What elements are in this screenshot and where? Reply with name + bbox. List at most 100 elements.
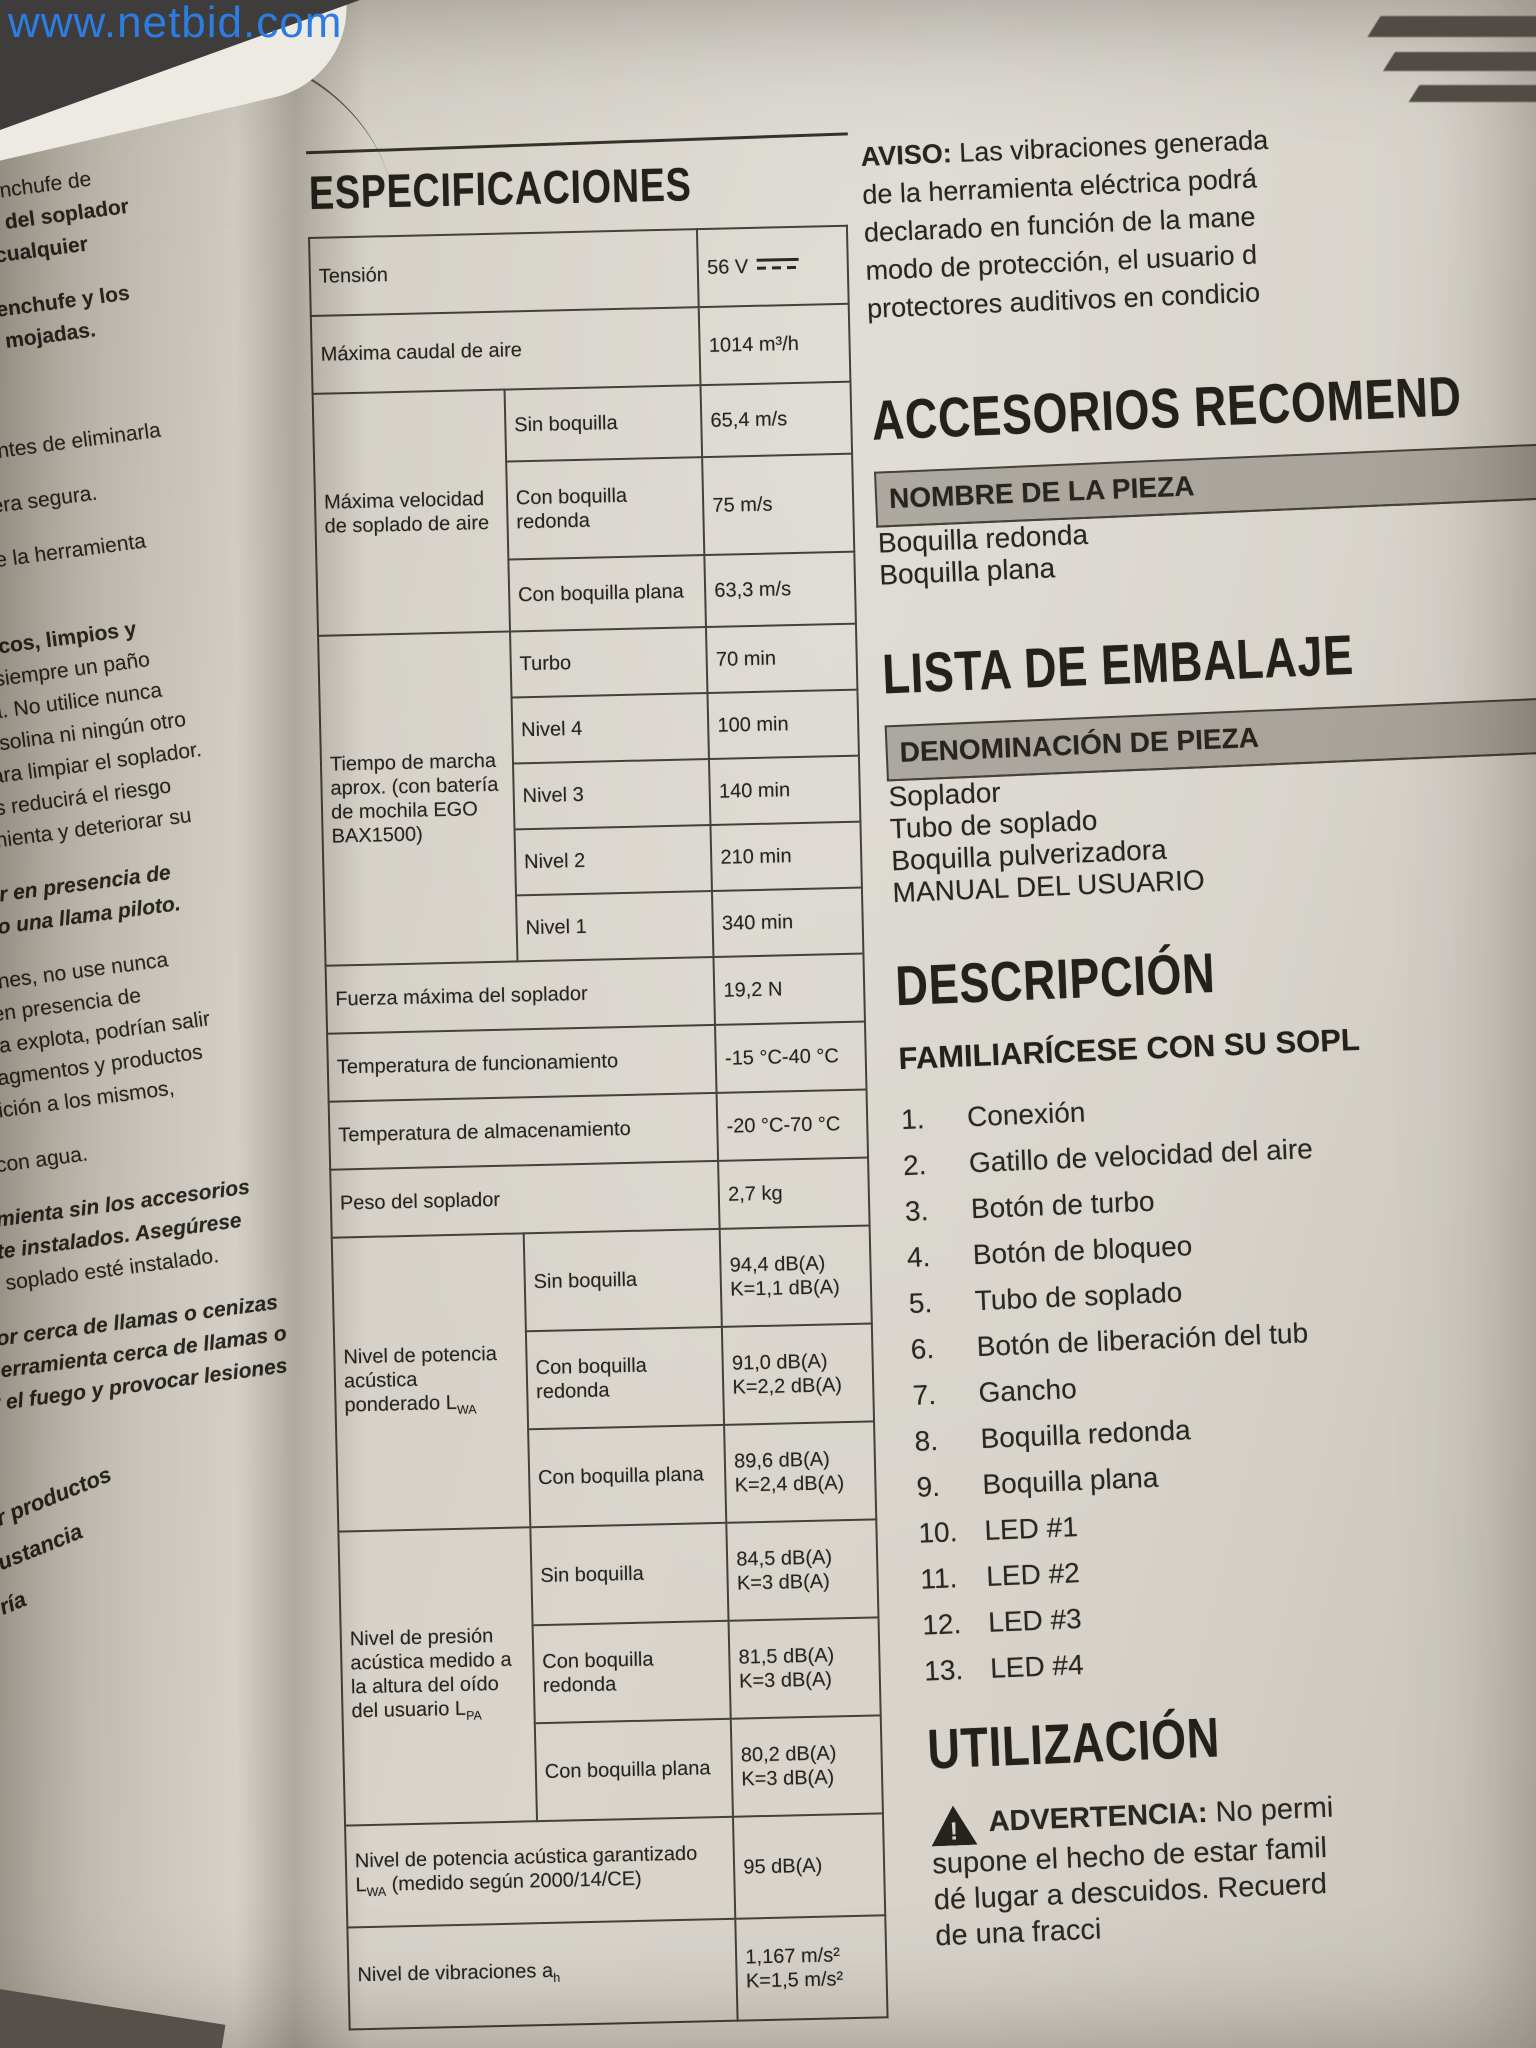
- spec-value: 56 V: [697, 225, 849, 308]
- spec-label: Nivel de vibraciones ah: [347, 1918, 738, 2030]
- spec-label: Máxima caudal de aire: [310, 307, 701, 394]
- item-label: LED #3: [987, 1603, 1083, 1638]
- brand-stripes-logo: [1326, 10, 1536, 120]
- spec-value: 19,2 N: [713, 953, 865, 1025]
- specifications-column: ESPECIFICACIONES Tensión 56 V Máxima cau…: [306, 132, 904, 2048]
- item-number: 9.: [915, 1470, 941, 1503]
- specifications-title: ESPECIFICACIONES: [308, 157, 693, 219]
- accessories-table: NOMBRE DE LA PIEZA Boquilla redonda Boqui…: [874, 442, 1536, 591]
- table-row: Temperatura de almacenamiento -20 °C-70 …: [328, 1089, 869, 1170]
- description-list: 1. Conexión 2. Gatillo de velocidad del …: [900, 1067, 1536, 1694]
- table-row: Nivel de vibraciones ah 1,167 m/s² K=1,5 …: [347, 1915, 888, 2030]
- spec-label: Tiempo de marcha aprox. (con batería de …: [318, 631, 518, 966]
- spec-label: Máxima velocidad de soplado de aire: [312, 389, 510, 636]
- spec-value: 140 min: [709, 755, 861, 825]
- item-label: Gatillo de velocidad del aire: [968, 1132, 1314, 1179]
- table-row: Nivel de potencia acústica ponderado LWA…: [331, 1225, 872, 1532]
- spec-value: 95 dB(A): [733, 1813, 886, 1919]
- table-row: Temperatura de funcionamiento -15 °C-40 …: [327, 1021, 867, 1102]
- warning-icon: !: [930, 1805, 978, 1847]
- spec-sublabel: Turbo: [509, 627, 708, 698]
- spec-sublabel: Con boquilla redonda: [532, 1620, 731, 1724]
- item-number: 7.: [912, 1378, 937, 1411]
- accessories-title: ACCESORIOS RECOMEND: [870, 364, 1463, 452]
- spec-sublabel: Nivel 3: [512, 759, 711, 830]
- spec-sublabel: Con boquilla redonda: [525, 1326, 725, 1430]
- table-row: Nivel de presión acústica medido a la al…: [338, 1519, 879, 1826]
- description-subtitle: FAMILIARÍCESE CON SU SOPL: [897, 1021, 1361, 1077]
- spec-value: 81,5 dB(A) K=3 dB(A): [728, 1617, 881, 1719]
- spec-value: 65,4 m/s: [700, 381, 853, 458]
- left-page-curled-lines: sar productos sustancia ría: [0, 1458, 145, 1623]
- item-label: Boquilla redonda: [979, 1414, 1192, 1455]
- item-number: 13.: [923, 1654, 964, 1687]
- item-number: 4.: [906, 1241, 931, 1274]
- top-rule: [306, 132, 848, 155]
- aviso-note: AVISO: Las vibraciones generada de la he…: [860, 108, 1536, 328]
- spec-value: 94,4 dB(A) K=1,1 dB(A): [719, 1225, 872, 1327]
- dc-symbol-icon: [757, 257, 800, 274]
- table-row: Máxima velocidad de soplado de aire Sin …: [312, 381, 853, 636]
- right-page-column: AVISO: Las vibraciones generada de la he…: [860, 108, 1536, 1954]
- spec-label: Nivel de potencia acústica garantizado L…: [345, 1816, 736, 1928]
- spec-value: -15 °C-40 °C: [715, 1021, 867, 1093]
- spec-label: Temperatura de almacenamiento: [328, 1092, 719, 1170]
- spec-value: 63,3 m/s: [704, 551, 856, 628]
- spec-label: Peso del soplador: [330, 1160, 720, 1238]
- item-label: Botón de liberación del tub: [976, 1317, 1309, 1363]
- item-number: 6.: [910, 1332, 935, 1365]
- item-number: 10.: [917, 1516, 959, 1549]
- spec-value: 91,0 dB(A) K=2,2 dB(A): [722, 1323, 875, 1425]
- spec-sublabel: Nivel 2: [514, 824, 713, 896]
- table-row: Nivel de potencia acústica garantizado L…: [345, 1813, 886, 1928]
- packing-list-table: DENOMINACIÓN DE PIEZA Soplador Tubo de so…: [885, 696, 1536, 909]
- packing-list-title: LISTA DE EMBALAJE: [881, 622, 1355, 706]
- spec-sublabel: Con boquilla redonda: [506, 457, 705, 560]
- warning-block: ! ADVERTENCIA: No permi supone el hecho …: [930, 1777, 1536, 1955]
- spec-sublabel: Sin boquilla: [504, 385, 703, 462]
- item-number: 5.: [908, 1287, 933, 1319]
- spec-value: 84,5 dB(A) K=3 dB(A): [726, 1519, 879, 1621]
- item-number: 12.: [921, 1608, 962, 1641]
- item-label: Botón de bloqueo: [972, 1230, 1193, 1271]
- spec-value: 1,167 m/s² K=1,5 m/s²: [735, 1915, 888, 2021]
- spec-value: 1014 m³/h: [698, 303, 851, 386]
- spec-label: Nivel de presión acústica medido a la al…: [338, 1527, 537, 1826]
- spec-sublabel: Con boquilla plana: [534, 1718, 734, 1822]
- table-row: Tensión 56 V: [309, 225, 849, 316]
- item-number: 8.: [913, 1424, 939, 1457]
- spec-label: Fuerza máxima del soplador: [325, 956, 716, 1034]
- spec-label: Temperatura de funcionamiento: [327, 1024, 717, 1102]
- spec-sublabel: Nivel 4: [511, 693, 710, 764]
- item-number: 1.: [900, 1103, 926, 1136]
- utilization-title: UTILIZACIÓN: [926, 1705, 1222, 1781]
- spec-value: 89,6 dB(A) K=2,4 dB(A): [724, 1421, 877, 1523]
- spec-value: 210 min: [710, 821, 862, 891]
- description-title: DESCRIPCIÓN: [894, 940, 1217, 1018]
- table-row: Tiempo de marcha aprox. (con batería de …: [318, 623, 858, 966]
- table-row: Fuerza máxima del soplador 19,2 N: [325, 953, 865, 1034]
- item-label: Botón de turbo: [970, 1185, 1156, 1225]
- specifications-table: Tensión 56 V Máxima caudal de aire 1014 …: [308, 225, 889, 2031]
- item-label: Tubo de soplado: [974, 1276, 1183, 1317]
- spec-value: 80,2 dB(A) K=3 dB(A): [730, 1715, 883, 1817]
- spec-value: 75 m/s: [702, 453, 855, 556]
- spec-label: Tensión: [309, 229, 699, 316]
- item-number: 2.: [902, 1149, 928, 1182]
- netbid-watermark: www.netbid.com: [8, 0, 343, 47]
- item-number: 11.: [919, 1562, 958, 1595]
- photo-corner-bottom-left: [0, 1984, 226, 2048]
- item-label: LED #4: [989, 1648, 1085, 1684]
- item-label: LED #1: [983, 1511, 1079, 1546]
- item-number: 3.: [904, 1195, 929, 1228]
- spec-value: -20 °C-70 °C: [716, 1089, 869, 1161]
- item-label: Boquilla plana: [981, 1461, 1159, 1501]
- spec-sublabel: Sin boquilla: [530, 1522, 729, 1626]
- spec-value: 70 min: [706, 623, 858, 694]
- spec-sublabel: Con boquilla plana: [508, 555, 707, 632]
- spec-value: 100 min: [707, 689, 859, 760]
- spec-sublabel: Nivel 1: [515, 890, 714, 962]
- item-label: LED #2: [985, 1557, 1081, 1592]
- spec-value: 340 min: [712, 887, 864, 957]
